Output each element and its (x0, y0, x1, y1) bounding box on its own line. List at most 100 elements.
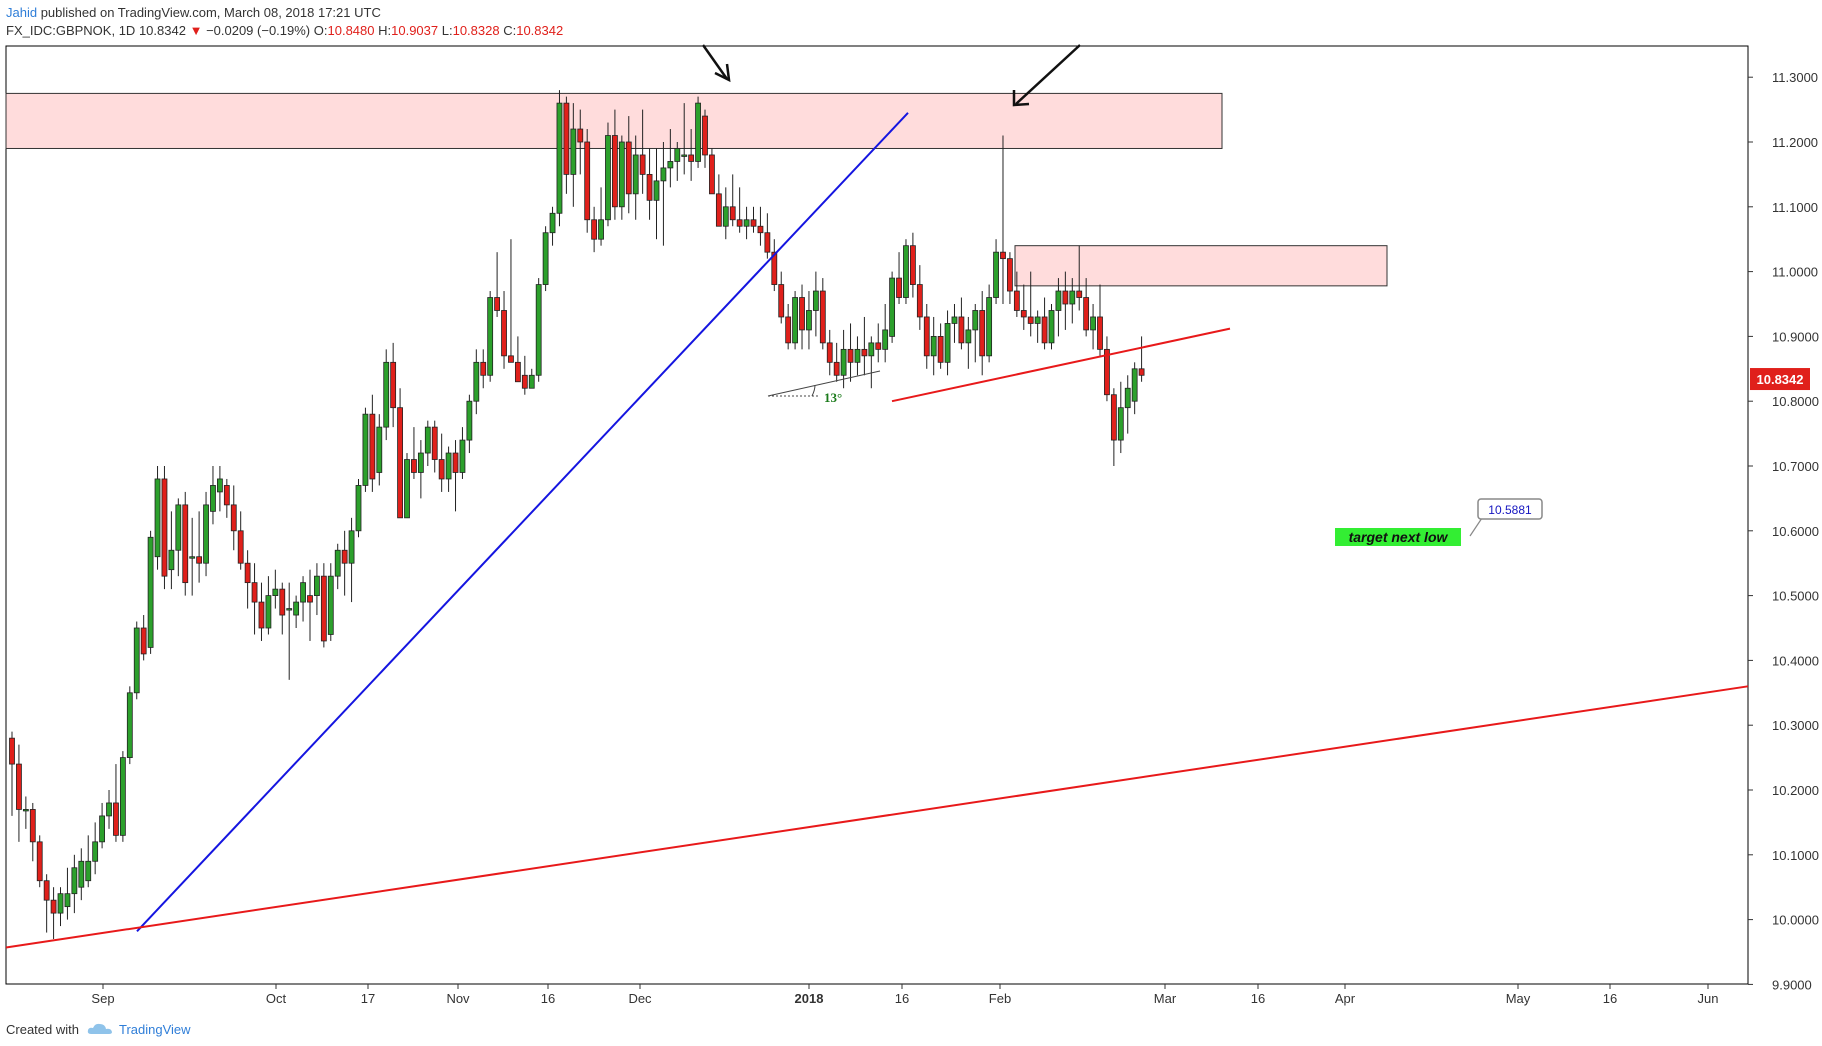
candle-body (563, 102, 570, 175)
candle-body (230, 504, 237, 532)
candle-body (951, 316, 958, 324)
x-tick-label: 16 (895, 991, 909, 1006)
candle-body (861, 348, 868, 357)
candle-body (764, 232, 771, 253)
y-tick-label: 10.0000 (1772, 913, 1819, 928)
candle-body (1131, 368, 1138, 402)
candle-body (390, 361, 397, 409)
candle-body (175, 504, 182, 551)
candle-body (494, 297, 501, 311)
candle-body (1027, 316, 1034, 324)
arrowhead-left (714, 63, 731, 83)
candle-body (854, 348, 861, 363)
candle-body (972, 310, 979, 331)
candle-body (528, 374, 535, 389)
candle-body (896, 277, 902, 298)
candle-body (736, 219, 743, 227)
candle-body (210, 485, 216, 512)
candle-body (223, 485, 230, 506)
candle-body (182, 504, 189, 584)
candle-body (431, 426, 438, 460)
y-tick-label: 11.1000 (1772, 200, 1818, 215)
candle-body (126, 692, 133, 758)
close-label: C: (503, 23, 517, 38)
candle-body (1034, 316, 1041, 324)
candle-body (681, 154, 688, 157)
tradingview-logo-text[interactable]: TradingView (118, 1021, 191, 1037)
candle-body (688, 154, 695, 162)
candle-body (1020, 310, 1027, 318)
ohlc-legend: FX_IDC:GBPNOK, 1D 10.8342 ▼ −0.0209 (−0.… (6, 23, 563, 38)
candle-body (43, 880, 50, 901)
candle-body (819, 290, 826, 344)
candle-body (314, 575, 320, 596)
target-price-label: 10.5881 (1488, 503, 1532, 517)
candle-body (556, 102, 563, 214)
candle-body (833, 361, 840, 376)
candle-body (106, 802, 112, 817)
plot-frame (5, 45, 1749, 985)
candle-body (792, 297, 798, 344)
candle-body (307, 595, 313, 603)
change-value: −0.0209 (−0.19%) (206, 23, 311, 38)
candle-body (71, 867, 78, 895)
candle-body (1083, 297, 1090, 331)
candle-body (812, 290, 819, 311)
blue-support-trendline (136, 112, 909, 932)
candle-body (702, 115, 708, 156)
x-tick-label: 16 (1251, 991, 1265, 1006)
candle-body (265, 595, 272, 629)
x-tick-label: Dec (628, 991, 652, 1006)
candle-body (9, 737, 15, 765)
x-tick-label: May (1506, 991, 1531, 1006)
candle-body (168, 549, 175, 571)
candle-body (85, 860, 92, 882)
candle-body (667, 161, 674, 169)
candle-body (584, 141, 591, 221)
open-value: 10.8480 (327, 23, 375, 38)
candle-body (501, 310, 507, 357)
candle-body (514, 361, 521, 383)
candle-body (411, 459, 417, 473)
candle-body (445, 452, 452, 480)
candle-body (625, 141, 632, 195)
candles-group (9, 90, 1145, 940)
last-price-tag-bg (1750, 368, 1810, 391)
down-arrow-left (701, 44, 729, 80)
candle-body (1007, 258, 1013, 292)
candle-body (826, 342, 833, 363)
x-tick-label: Apr (1335, 991, 1356, 1006)
candle-body (695, 102, 701, 162)
candle-body (22, 809, 29, 812)
candle-body (1048, 310, 1055, 344)
candle-body (674, 148, 681, 162)
candle-body (113, 802, 119, 836)
candle-body (203, 504, 209, 564)
mid-resistance-zone (1014, 245, 1388, 287)
candle-body (646, 173, 653, 201)
y-tick-label: 10.7000 (1772, 459, 1819, 474)
candle-body (709, 154, 715, 195)
candle-body (244, 562, 251, 584)
candle-body (57, 893, 64, 914)
candle-body (355, 485, 362, 532)
candle-body (937, 335, 944, 363)
candle-body (279, 588, 286, 616)
candle-body (147, 536, 154, 648)
x-tick-label: 16 (1603, 991, 1617, 1006)
candle-body (1000, 251, 1006, 260)
candle-body (473, 361, 480, 402)
candle-body (36, 841, 43, 882)
candle-body (99, 815, 105, 843)
x-tick-label: Feb (989, 991, 1011, 1006)
candle-body (286, 608, 293, 611)
y-tick-label: 9.9000 (1772, 977, 1812, 992)
y-tick-label: 11.2000 (1772, 135, 1818, 150)
tradingview-cloud-icon (87, 1023, 112, 1034)
candle-body (1041, 316, 1048, 344)
candle-body (1069, 290, 1076, 305)
author-link[interactable]: Jahid (6, 5, 38, 20)
candle-body (320, 575, 327, 642)
symbol-label[interactable]: FX_IDC:GBPNOK, 1D (6, 23, 136, 38)
